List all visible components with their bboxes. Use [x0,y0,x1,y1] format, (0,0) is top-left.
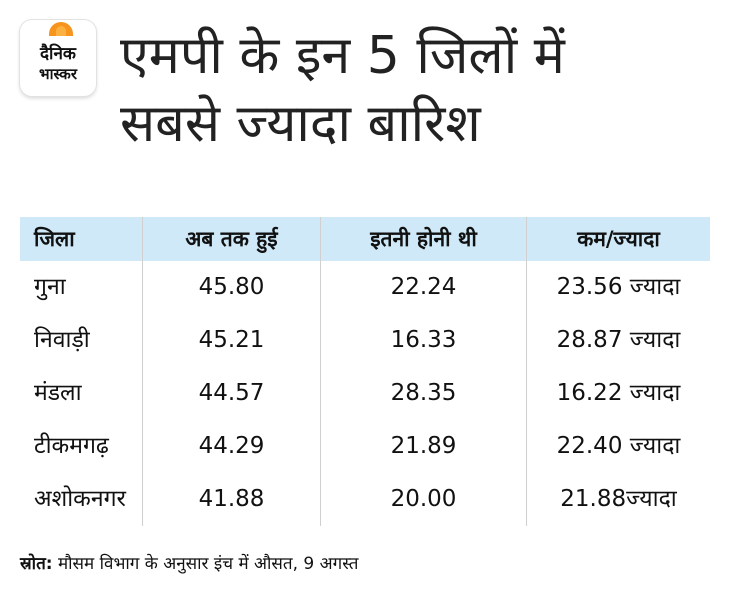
cell-expected: 28.35 [320,367,526,420]
title-line-1: एमपी के इन 5 जिलों में [120,26,565,86]
cell-expected: 22.24 [320,261,526,314]
cell-district: अशोकनगर [34,486,126,512]
table-row: गुना 45.80 22.24 23.56 ज्यादा [20,261,710,314]
cell-so-far: 45.80 [142,261,320,314]
rainfall-table: जिला अब तक हुई इतनी होनी थी कम/ज्यादा गु… [20,217,710,526]
header-expected: इतनी होनी थी [320,217,526,261]
table-row: निवाड़ी 45.21 16.33 28.87 ज्यादा [20,314,710,367]
header-district: जिला [34,227,75,251]
cell-so-far: 44.29 [142,420,320,473]
cell-expected: 16.33 [320,314,526,367]
cell-expected: 21.89 [320,420,526,473]
cell-district: मंडला [34,380,82,406]
cell-district: टीकमगढ़ [34,433,109,459]
cell-district: निवाड़ी [34,327,90,353]
cell-difference: 22.40 ज्यादा [526,420,710,473]
header-so-far: अब तक हुई [142,217,320,261]
header-difference: कम/ज्यादा [526,217,710,261]
source-note: स्रोत: मौसम विभाग के अनुसार इंच में औसत,… [20,551,359,574]
cell-difference: 16.22 ज्यादा [526,367,710,420]
cell-so-far: 44.57 [142,367,320,420]
source-label: स्रोत: [20,554,53,574]
table-row: टीकमगढ़ 44.29 21.89 22.40 ज्यादा [20,420,710,473]
cell-so-far: 45.21 [142,314,320,367]
table-row: अशोकनगर 41.88 20.00 21.88ज्यादा [20,473,710,526]
cell-district: गुना [34,274,66,300]
cell-difference: 28.87 ज्यादा [526,314,710,367]
table-row: मंडला 44.57 28.35 16.22 ज्यादा [20,367,710,420]
source-text: मौसम विभाग के अनुसार इंच में औसत, 9 अगस्… [52,554,359,574]
logo-line-1: दैनिक [40,44,76,64]
cell-so-far: 41.88 [142,473,320,526]
cell-difference: 21.88ज्यादा [526,473,710,526]
cell-expected: 20.00 [320,473,526,526]
dainik-bhaskar-logo: दैनिक भास्कर [20,20,96,96]
cell-difference: 23.56 ज्यादा [526,261,710,314]
logo-line-2: भास्कर [39,65,77,83]
sun-icon [49,22,73,36]
table-header: जिला अब तक हुई इतनी होनी थी कम/ज्यादा [20,217,710,261]
title-line-2: सबसे ज्यादा बारिश [120,94,481,154]
page-title: एमपी के इन 5 जिलों में सबसे ज्यादा बारिश [120,22,720,158]
